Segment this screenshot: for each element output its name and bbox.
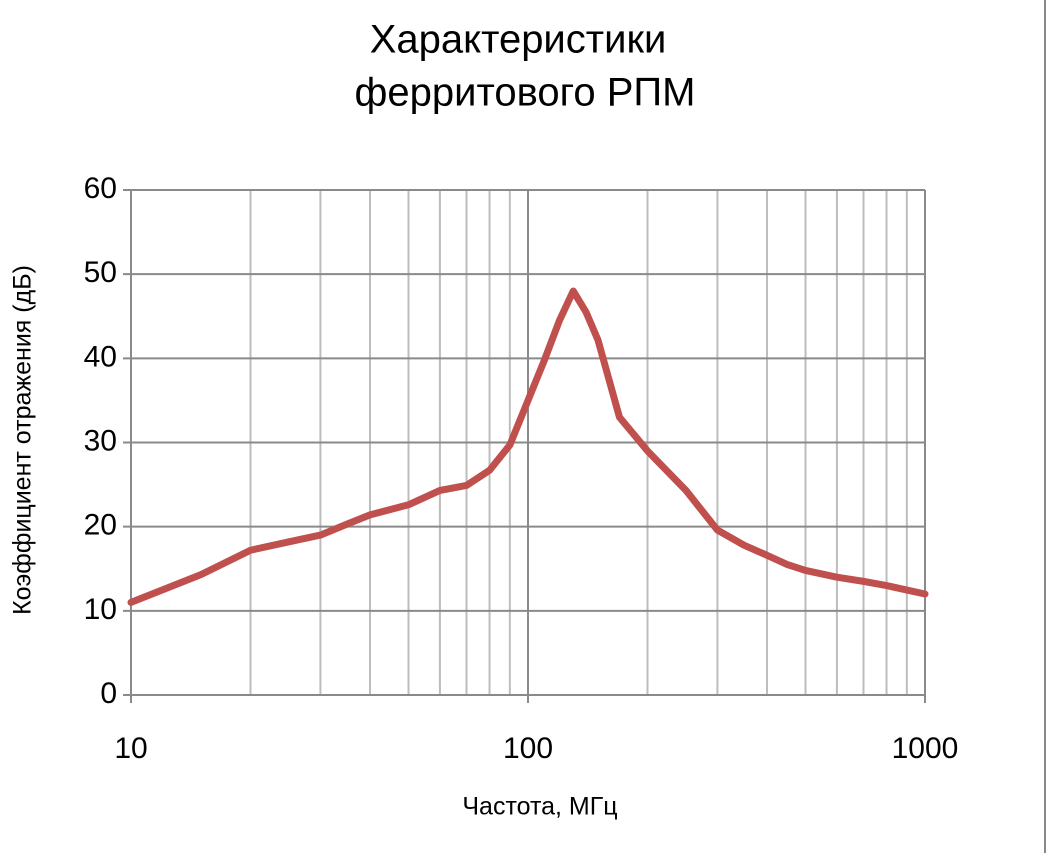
y-axis-label: Коэффициент отражения (дБ) xyxy=(9,265,37,615)
x-tick-label: 100 xyxy=(503,732,553,765)
y-tick-label: 50 xyxy=(84,256,117,289)
x-tick-label: 1000 xyxy=(892,732,959,765)
y-tick-label: 40 xyxy=(84,340,117,373)
y-tick-label: 60 xyxy=(84,172,117,205)
chart-title: ферритового РПМ xyxy=(355,71,696,115)
y-tick-label: 10 xyxy=(84,593,117,626)
y-tick-label: 0 xyxy=(100,677,117,710)
chart-title: Характеристики xyxy=(370,18,667,62)
x-axis-label: Частота, МГц xyxy=(462,793,617,821)
y-tick-label: 30 xyxy=(84,424,117,457)
x-tick-label: 10 xyxy=(114,732,147,765)
y-tick-label: 20 xyxy=(84,509,117,542)
data-line xyxy=(127,287,929,606)
